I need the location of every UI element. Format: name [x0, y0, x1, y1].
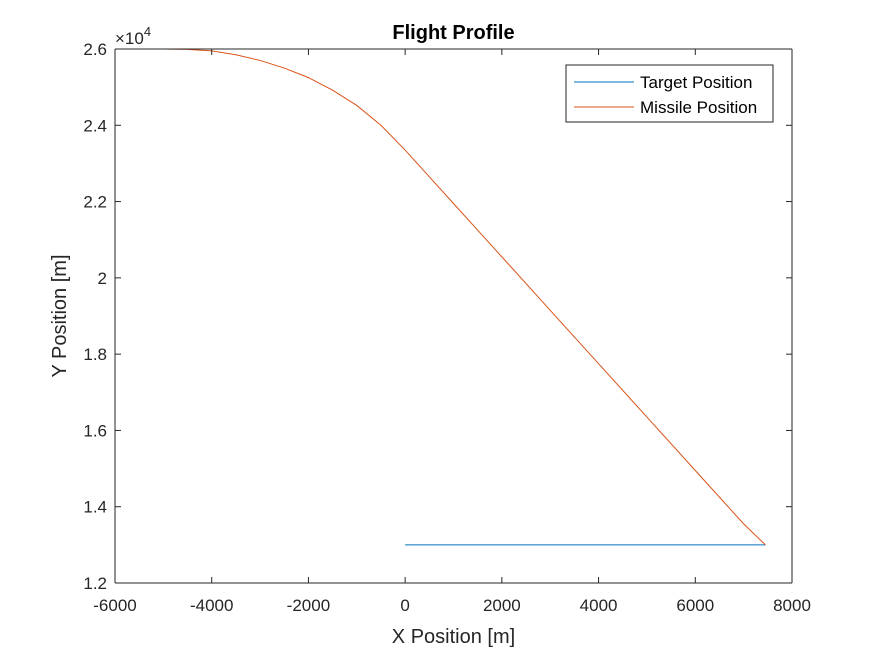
y-tick-label: 2	[98, 269, 107, 288]
legend-label-missile-position: Missile Position	[640, 98, 757, 117]
x-tick-label: 0	[400, 596, 409, 615]
legend: Target Position Missile Position	[565, 64, 774, 123]
y-tick-label: 2.2	[83, 193, 107, 212]
y-exponent-power: 4	[144, 24, 151, 39]
y-tick-label: 1.2	[83, 574, 107, 593]
axes-layer	[114, 48, 793, 584]
y-axis-label: Y Position [m]	[49, 254, 71, 377]
x-tick-label: -2000	[287, 596, 330, 615]
plot-area	[115, 49, 792, 583]
y-tick-label: 1.6	[83, 421, 107, 440]
y-tick-label: 2.6	[83, 40, 107, 59]
y-tick-label: 2.4	[83, 116, 107, 135]
y-axis-exponent: ×104	[115, 24, 151, 48]
legend-box	[565, 64, 774, 123]
series-layer	[163, 48, 766, 546]
x-tick-label: -4000	[190, 596, 233, 615]
x-tick-label: 4000	[580, 596, 618, 615]
legend-label-target-position: Target Position	[640, 73, 752, 92]
x-tick-label: 6000	[676, 596, 714, 615]
series-line-missile-position	[163, 48, 766, 546]
chart-title: Flight Profile	[392, 22, 514, 44]
x-tick-label: 2000	[483, 596, 521, 615]
x-tick-label: -6000	[93, 596, 136, 615]
ticks-layer: -6000 -4000 -2000 0 2000 4000 6000 8000 1.2 1.4 1.…	[83, 40, 811, 615]
y-tick-label: 1.4	[83, 498, 107, 517]
x-axis-label: X Position [m]	[392, 626, 515, 648]
y-exponent-base: ×10	[115, 29, 144, 48]
x-tick-label: 8000	[773, 596, 811, 615]
y-tick-label: 1.8	[83, 345, 107, 364]
